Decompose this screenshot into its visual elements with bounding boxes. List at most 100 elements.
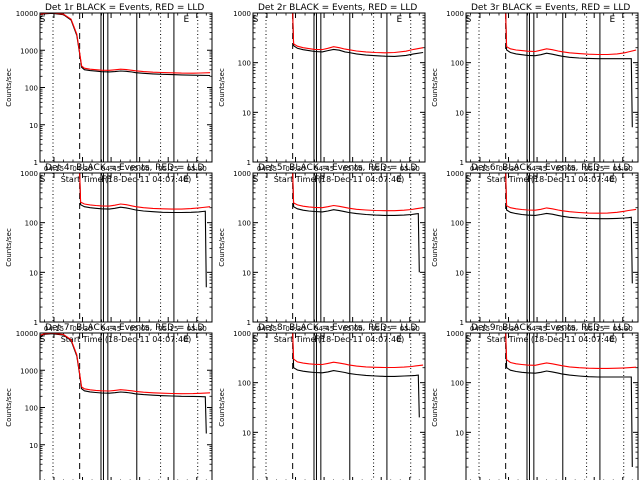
x-tick-label: 04:45 <box>527 325 547 333</box>
y-tick-label: 1 <box>247 159 251 167</box>
panel-title: Det 9r BLACK = Events, RED = LLD <box>471 323 630 333</box>
y-tick-label: 10 <box>242 109 251 117</box>
y-tick-label: 1000 <box>446 330 464 338</box>
segment-marker-label: E <box>183 15 189 25</box>
lld-series-line <box>292 172 424 212</box>
x-tick-label: 04:30 <box>72 325 92 333</box>
x-axis-label: Start Time (18-Dec-11 04:07:40) <box>61 175 192 184</box>
x-tick-label: 05:15 <box>371 325 391 333</box>
segment-marker-label: S <box>466 335 472 345</box>
segment-marker-label: S <box>466 175 472 185</box>
x-tick-label: 04:30 <box>285 325 305 333</box>
y-tick-label: 1000 <box>446 170 464 178</box>
y-tick-label: 10000 <box>16 10 38 18</box>
x-tick-label: 05:30 <box>187 325 207 333</box>
x-tick-label: 05:15 <box>158 165 178 173</box>
x-tick-label: 04:30 <box>72 165 92 173</box>
panel-det-3: Det 3r BLACK = Events, RED = LLD Counts/s… <box>431 3 639 184</box>
panel-title: Det 1r BLACK = Events, RED = LLD <box>45 3 204 13</box>
x-tick-label: 04:15 <box>257 165 277 173</box>
events-series-line <box>40 333 207 434</box>
y-tick-label: 100 <box>451 60 464 68</box>
panel-title: Det 5r BLACK = Events, RED = LLD <box>258 163 417 173</box>
panel-title: Det 4r BLACK = Events, RED = LLD <box>45 163 204 173</box>
x-tick-label: 05:30 <box>613 325 633 333</box>
x-tick-label: 04:30 <box>285 165 305 173</box>
panel-title: Det 3r BLACK = Events, RED = LLD <box>471 3 630 13</box>
y-axis-label: Counts/sec <box>431 68 439 107</box>
x-tick-label: 04:45 <box>314 165 334 173</box>
x-tick-label: 05:00 <box>556 325 576 333</box>
y-tick-label: 100 <box>25 85 38 93</box>
plot-frame <box>465 332 639 480</box>
x-tick-label: 05:15 <box>371 165 391 173</box>
panel-det-6: Det 6r BLACK = Events, RED = LLD Counts/s… <box>431 163 639 344</box>
plot-frame <box>39 12 213 163</box>
segment-marker-label: E <box>609 15 615 25</box>
x-tick-label: 05:00 <box>343 325 363 333</box>
panel-det-5: Det 5r BLACK = Events, RED = LLD Counts/s… <box>218 163 426 344</box>
y-tick-label: 1 <box>460 319 464 327</box>
x-tick-label: 05:30 <box>400 165 420 173</box>
y-tick-label: 10 <box>242 429 251 437</box>
y-tick-label: 1000 <box>20 367 38 375</box>
x-tick-label: 05:30 <box>613 165 633 173</box>
events-series-line <box>79 172 207 288</box>
panel-det-1: Det 1r BLACK = Events, RED = LLD Counts/s… <box>5 3 213 184</box>
x-tick-label: 05:00 <box>130 325 150 333</box>
x-tick-label: 04:15 <box>470 165 490 173</box>
events-series-line <box>505 172 633 284</box>
x-tick-label: 05:30 <box>400 325 420 333</box>
plot-frame <box>39 172 213 323</box>
x-axis-label: Start Time (18-Dec-11 04:07:40) <box>274 335 405 344</box>
lld-series-line <box>40 12 211 74</box>
x-tick-label: 04:30 <box>498 165 518 173</box>
panel-title: Det 7r BLACK = Events, RED = LLD <box>45 323 204 333</box>
segment-marker-label: S <box>40 175 46 185</box>
x-tick-label: 05:30 <box>187 165 207 173</box>
segment-marker-label: E <box>396 335 402 345</box>
plot-frame <box>465 172 639 323</box>
y-tick-label: 10 <box>455 269 464 277</box>
x-tick-label: 05:00 <box>343 165 363 173</box>
x-tick-label: 04:45 <box>101 165 121 173</box>
segment-marker-label: E <box>396 15 402 25</box>
plot-frame <box>252 12 426 163</box>
x-tick-label: 05:15 <box>584 325 604 333</box>
lld-series-line <box>292 332 424 369</box>
segment-marker-label: S <box>40 15 46 25</box>
segment-marker-label: S <box>253 175 259 185</box>
y-axis-label: Counts/sec <box>431 388 439 427</box>
x-tick-label: 04:45 <box>101 325 121 333</box>
y-tick-label: 1 <box>460 159 464 167</box>
y-tick-label: 10 <box>29 442 38 450</box>
x-tick-label: 05:15 <box>584 165 604 173</box>
plot-frame <box>252 172 426 323</box>
y-axis-label: Counts/sec <box>218 68 226 107</box>
y-tick-label: 100 <box>25 220 38 228</box>
y-tick-label: 100 <box>451 380 464 388</box>
events-series-line <box>505 332 633 468</box>
y-axis-label: Counts/sec <box>5 228 13 267</box>
segment-marker-label: E <box>396 175 402 185</box>
segment-marker-label: E <box>609 335 615 345</box>
segment-marker-label: E <box>183 335 189 345</box>
segment-marker-label: FF <box>101 175 111 185</box>
panel-det-4: Det 4r BLACK = Events, RED = LLD Counts/s… <box>5 163 213 344</box>
events-series-line <box>505 12 633 128</box>
y-tick-label: 100 <box>238 60 251 68</box>
events-series-line <box>292 172 420 273</box>
segment-marker-label: E <box>609 175 615 185</box>
y-tick-label: 10000 <box>16 330 38 338</box>
lld-series-line <box>505 172 637 214</box>
x-tick-label: 05:00 <box>556 165 576 173</box>
panel-det-8: Det 8r BLACK = Events, RED = LLD Counts/s… <box>218 323 426 480</box>
panel-det-9: Det 9r BLACK = Events, RED = LLD Counts/s… <box>431 323 639 480</box>
segment-marker-label: S <box>466 15 472 25</box>
y-tick-label: 1000 <box>233 330 251 338</box>
x-tick-label: 04:15 <box>470 325 490 333</box>
y-tick-label: 1000 <box>446 10 464 18</box>
y-tick-label: 100 <box>451 220 464 228</box>
x-tick-label: 04:15 <box>257 325 277 333</box>
